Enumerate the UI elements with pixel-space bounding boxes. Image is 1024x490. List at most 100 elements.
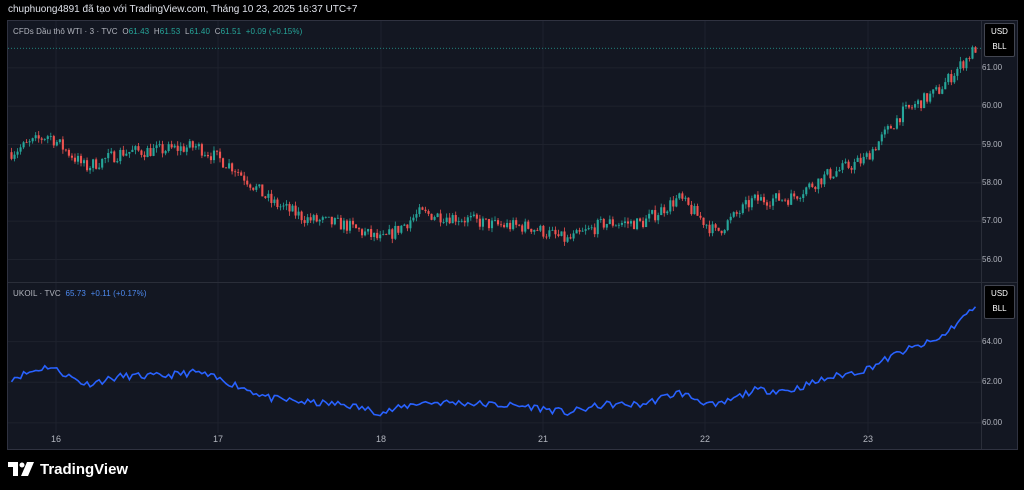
wti-candle-body: [947, 74, 950, 83]
wti-candle-body: [430, 213, 433, 220]
wti-candle-body: [778, 193, 781, 201]
wti-candle-body: [282, 205, 285, 207]
wti-candle-body: [926, 93, 929, 102]
wti-legend: CFDs Dầu thô WTI · 3 · TVC O61.43 H61.53…: [13, 27, 302, 36]
wti-candle-body: [702, 217, 705, 225]
tradingview-logo[interactable]: TradingView: [8, 460, 128, 478]
pane-separator[interactable]: [8, 282, 1017, 283]
wti-candle-body: [533, 229, 536, 232]
time-axis-label: 18: [376, 434, 387, 444]
wti-candle-body: [457, 221, 460, 222]
wti-candle-body: [602, 219, 605, 228]
wti-candle-body: [67, 149, 70, 156]
wti-candle-body: [58, 139, 61, 143]
wti-candle-body: [212, 150, 216, 161]
low-value: 61.40: [189, 27, 211, 36]
wti-candle-body: [324, 216, 327, 218]
wti-candle-body: [781, 199, 784, 201]
wti-candle-body: [309, 217, 312, 221]
wti-candle-body: [382, 234, 385, 235]
wti-candle-body: [626, 221, 630, 224]
wti-candle-body: [750, 198, 753, 208]
ukoil-unit: BLL: [992, 304, 1007, 313]
wti-candle-body: [22, 142, 25, 148]
wti-candle-body: [871, 149, 874, 160]
wti-candle-body: [125, 153, 128, 156]
wti-candle-body: [811, 183, 814, 187]
wti-candle-body: [729, 216, 732, 221]
wti-candle-body: [131, 149, 134, 152]
wti-candle-body: [741, 204, 744, 213]
wti-candle-body: [460, 220, 463, 222]
wti-candle-body: [367, 229, 370, 232]
wti-candle-body: [953, 75, 956, 83]
wti-currency: USD: [991, 27, 1008, 36]
wti-candle-body: [433, 217, 436, 220]
wti-candle-body: [666, 211, 669, 214]
wti-candle-body: [49, 136, 52, 137]
wti-candle-body: [104, 158, 107, 159]
wti-candle-body: [203, 154, 206, 156]
wti-candle-body: [119, 149, 122, 162]
wti-candle-body: [542, 225, 545, 237]
wti-candle-body: [95, 159, 98, 169]
wti-change: +0.09 (+0.15%): [245, 27, 303, 36]
ukoil-legend: UKOIL · TVC 65.73 +0.11 (+0.17%): [13, 289, 147, 298]
wti-candle-body: [892, 128, 895, 130]
wti-candle-body: [714, 224, 717, 228]
wti-candle-body: [155, 145, 158, 149]
wti-unit: BLL: [992, 42, 1007, 51]
wti-candle-body: [693, 206, 696, 215]
wti-candle-body: [841, 163, 844, 170]
wti-candle-body: [300, 211, 303, 221]
wti-candle-body: [732, 212, 735, 217]
wti-candle-body: [61, 139, 64, 150]
wti-candle-body: [490, 220, 494, 229]
wti-candle-body: [403, 224, 406, 226]
wti-candle-body: [140, 150, 143, 155]
ukoil-currency-badge[interactable]: USD BLL: [984, 285, 1015, 319]
wti-candle-body: [708, 224, 711, 234]
wti-candle-body: [923, 93, 926, 109]
wti-candle-body: [793, 193, 796, 197]
wti-candle-body: [784, 199, 787, 201]
wti-candle-body: [285, 204, 288, 206]
wti-candle-body: [472, 214, 475, 217]
high-label: H: [153, 27, 160, 36]
wti-candle-body: [756, 194, 759, 201]
wti-candle-body: [808, 183, 811, 188]
ukoil-pane[interactable]: UKOIL · TVC 65.73 +0.11 (+0.17%): [8, 283, 981, 433]
wti-candle-body: [917, 100, 920, 105]
chart-frame: CFDs Dầu thô WTI · 3 · TVC O61.43 H61.53…: [7, 20, 1018, 450]
wti-candle-body: [560, 231, 563, 236]
wti-candle-body: [376, 232, 379, 239]
wti-pane[interactable]: CFDs Dầu thô WTI · 3 · TVC O61.43 H61.53…: [8, 21, 981, 282]
wti-candle-body: [16, 151, 19, 155]
wti-candle-body: [904, 104, 908, 107]
wti-candle-body: [484, 218, 488, 220]
wti-candle-body: [617, 224, 620, 226]
wti-candle-body: [496, 220, 500, 225]
wti-candle-body: [774, 193, 778, 199]
wti-candle-body: [654, 210, 657, 221]
wti-candle-body: [357, 228, 361, 230]
wti-candle-body: [515, 220, 518, 225]
wti-currency-badge[interactable]: USD BLL: [984, 23, 1015, 57]
wti-candle-body: [877, 141, 880, 151]
ukoil-line-plot[interactable]: [8, 283, 981, 433]
wti-candlestick-plot[interactable]: [8, 21, 981, 282]
wti-candle-body: [64, 149, 67, 151]
low-label: L: [184, 27, 190, 36]
wti-candle-body: [237, 172, 240, 173]
wti-candle-body: [865, 153, 868, 157]
wti-candle-body: [209, 156, 213, 161]
wti-candle-body: [221, 158, 225, 168]
wti-candle-body: [46, 136, 49, 139]
wti-candle-body: [122, 149, 125, 156]
wti-candle-body: [137, 146, 140, 151]
wti-candle-body: [379, 234, 382, 239]
wti-candle-body: [699, 215, 702, 218]
wti-candle-body: [723, 230, 726, 234]
wti-candle-body: [113, 151, 116, 163]
high-value: 61.53: [159, 27, 181, 36]
